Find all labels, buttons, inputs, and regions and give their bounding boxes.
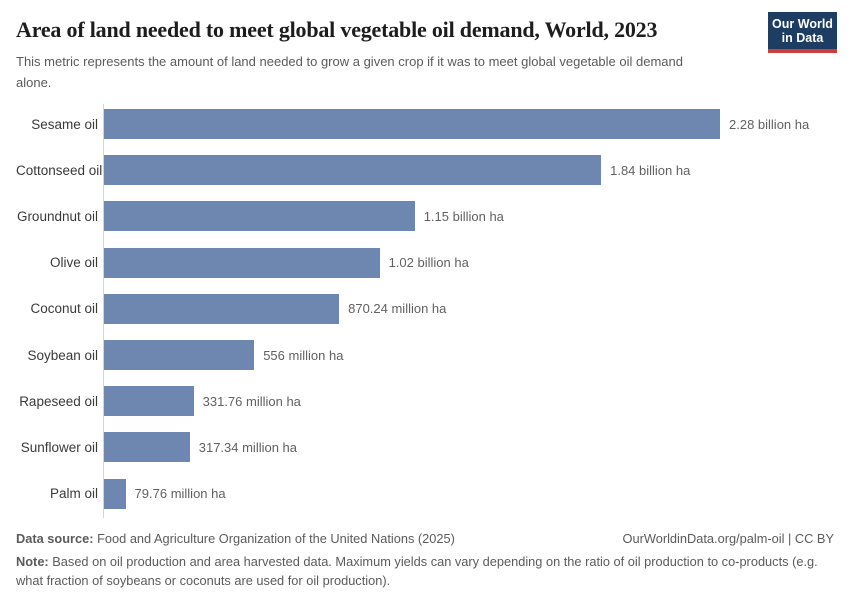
- value-label: 2.28 billion ha: [729, 116, 810, 132]
- category-label: Rapeseed oil: [19, 393, 98, 409]
- bar[interactable]: [104, 432, 190, 463]
- value-label: 1.84 billion ha: [610, 162, 691, 178]
- chart-title: Area of land needed to meet global veget…: [16, 17, 658, 42]
- chart-row: Olive oil 1.02 billion ha: [16, 240, 834, 286]
- category-label: Sesame oil: [31, 116, 98, 132]
- chart-row: Coconut oil 870.24 million ha: [16, 286, 834, 332]
- bar-area: 79.76 million ha: [104, 478, 834, 509]
- chart-row: Rapeseed oil 331.76 million ha: [16, 378, 834, 424]
- bar-area: 870.24 million ha: [104, 293, 834, 324]
- category-label: Palm oil: [49, 486, 98, 502]
- note-text: Based on oil production and area harvest…: [16, 554, 818, 589]
- bar-area: 317.34 million ha: [104, 432, 834, 463]
- note-label: Note:: [16, 554, 49, 569]
- value-label: 331.76 million ha: [202, 393, 301, 409]
- value-label: 870.24 million ha: [348, 301, 447, 317]
- chart-row: Soybean oil 556 million ha: [16, 332, 834, 378]
- category-label: Coconut oil: [30, 301, 98, 317]
- category-label: Cottonseed oil: [16, 162, 103, 178]
- category-label: Olive oil: [49, 255, 98, 271]
- bar[interactable]: [104, 293, 340, 324]
- data-source-label: Data source:: [16, 531, 94, 546]
- category-label: Soybean oil: [27, 347, 98, 363]
- bar[interactable]: [104, 340, 255, 371]
- bar-area: 1.15 billion ha: [104, 201, 834, 232]
- bar-area: 556 million ha: [104, 340, 834, 371]
- chart-row: Palm oil 79.76 million ha: [16, 471, 834, 517]
- bar[interactable]: [104, 386, 194, 417]
- owid-logo-line2: in Data: [781, 31, 824, 45]
- category-label: Groundnut oil: [16, 208, 98, 224]
- bar[interactable]: [104, 155, 602, 186]
- value-label: 317.34 million ha: [198, 439, 298, 455]
- bar-area: 1.02 billion ha: [104, 247, 834, 278]
- chart-row: Groundnut oil 1.15 billion ha: [16, 193, 834, 239]
- chart-row: Sesame oil 2.28 billion ha: [16, 101, 834, 147]
- data-source-text: Food and Agriculture Organization of the…: [97, 531, 455, 546]
- note-line: Note: Based on oil production and area h…: [16, 552, 834, 590]
- chart-footer: Data source: Food and Agriculture Organi…: [16, 531, 834, 590]
- value-label: 1.15 billion ha: [423, 208, 504, 224]
- bar[interactable]: [104, 109, 720, 140]
- y-axis-line: [103, 104, 104, 518]
- bar-chart: Sesame oil 2.28 billion ha Cottonseed oil 1…: [16, 101, 834, 519]
- chart-rows: Sesame oil 2.28 billion ha Cottonseed oil 1…: [16, 101, 834, 517]
- bar[interactable]: [104, 478, 126, 509]
- owid-logo[interactable]: Our World in Data: [768, 12, 837, 53]
- chart-row: Cottonseed oil 1.84 billion ha: [16, 147, 834, 193]
- value-label: 79.76 million ha: [134, 486, 226, 502]
- owid-url-link[interactable]: OurWorldinData.org/palm-oil | CC BY: [622, 531, 834, 546]
- bar[interactable]: [104, 201, 415, 232]
- chart-header: Area of land needed to meet global veget…: [16, 17, 754, 93]
- chart-subtitle: This metric represents the amount of lan…: [16, 54, 683, 90]
- owid-logo-line1: Our World: [772, 17, 833, 31]
- bar-area: 331.76 million ha: [104, 386, 834, 417]
- bar-area: 1.84 billion ha: [104, 155, 834, 186]
- value-label: 556 million ha: [263, 347, 344, 363]
- category-label: Sunflower oil: [20, 439, 98, 455]
- value-label: 1.02 billion ha: [388, 255, 469, 271]
- source-row: Data source: Food and Agriculture Organi…: [16, 531, 834, 546]
- bar[interactable]: [104, 247, 380, 278]
- bar-area: 2.28 billion ha: [104, 109, 834, 140]
- chart-row: Sunflower oil 317.34 million ha: [16, 424, 834, 470]
- data-source-line[interactable]: Data source: Food and Agriculture Organi…: [16, 531, 455, 546]
